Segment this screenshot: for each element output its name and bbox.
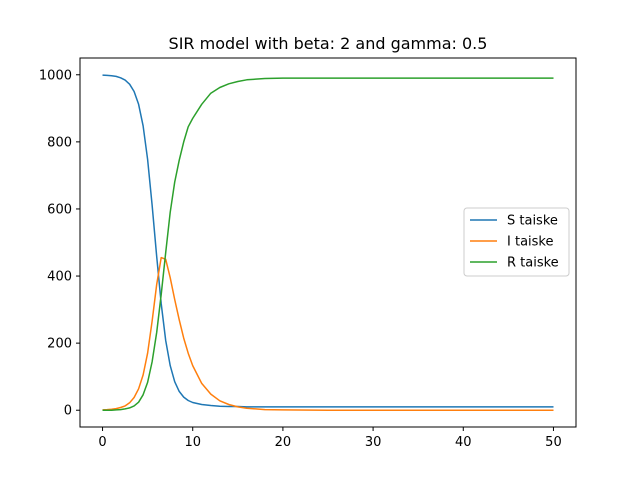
series-lines	[102, 74, 554, 411]
x-tick-label: 30	[365, 435, 382, 450]
y-tick-label: 400	[47, 270, 72, 285]
y-tick-label: 800	[47, 135, 72, 150]
legend-label-r: R taiske	[507, 256, 559, 271]
legend-label-i: I taiske	[507, 235, 553, 250]
legend-label-s: S taiske	[507, 214, 558, 229]
series-line-i	[102, 256, 554, 411]
axes: 0 10 20 30 40 50 0 200 400 600 800 1000	[39, 68, 562, 450]
legend: S taiske I taiske R taiske	[463, 207, 570, 277]
series-line-r	[102, 77, 554, 411]
x-tick-label: 50	[545, 435, 562, 450]
y-tick-label: 600	[47, 202, 72, 217]
x-tick-label: 10	[184, 435, 201, 450]
x-tick-label: 20	[275, 435, 292, 450]
series-line-s	[102, 74, 554, 408]
y-tick-label: 200	[47, 337, 72, 352]
y-tick-label: 1000	[39, 68, 72, 83]
legend-box	[463, 207, 570, 277]
x-tick-label: 40	[455, 435, 472, 450]
plot-frame	[79, 57, 577, 428]
chart-title: SIR model with beta: 2 and gamma: 0.5	[169, 34, 488, 53]
y-tick-label: 0	[64, 404, 72, 419]
x-tick-label: 0	[98, 435, 106, 450]
